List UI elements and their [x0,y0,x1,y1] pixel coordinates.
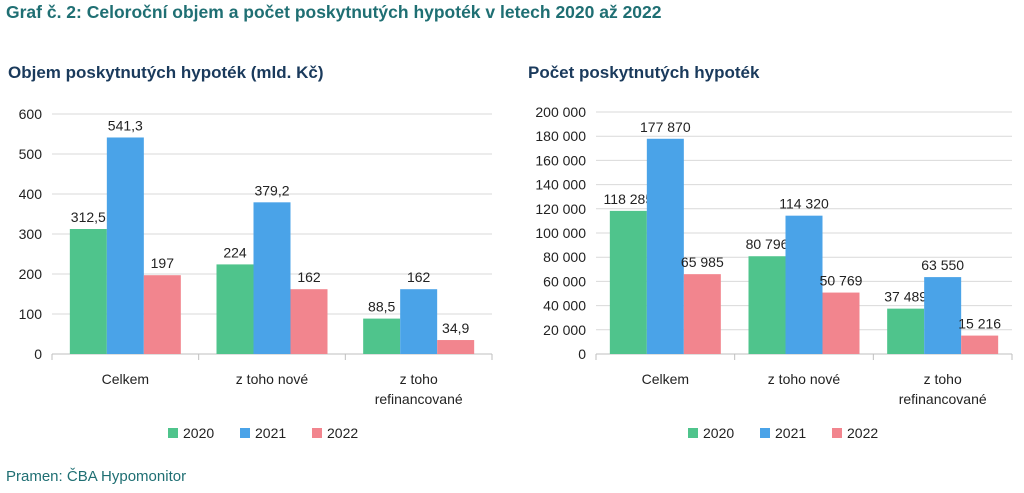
category-label: z toho nové [768,371,841,387]
data-label: 224 [223,244,247,260]
bar-2021 [106,137,144,354]
bar-2020 [363,318,401,354]
data-label: 80 796 [746,236,789,252]
data-label: 177 870 [640,119,691,135]
legend-swatch-2020 [688,428,698,438]
legend-swatch-2020 [168,428,178,438]
bar-2022 [437,340,475,354]
bar-2022 [143,275,181,354]
data-label: 379,2 [254,182,289,198]
y-tick-label: 40 000 [543,298,586,314]
bar-2022 [822,292,860,354]
bar-2020 [887,308,925,354]
bar-2021 [924,277,962,354]
data-label: 162 [407,269,431,285]
y-tick-label: 20 000 [543,322,586,338]
legend-swatch-2021 [240,428,250,438]
bar-2022 [290,289,328,354]
data-label: 312,5 [71,209,106,225]
y-tick-label: 200 [19,266,43,282]
category-label: z toho [924,371,962,387]
data-label: 118 285 [604,191,654,207]
data-label: 50 769 [820,273,863,289]
legend-label: 2022 [327,425,358,441]
data-label: 162 [297,269,321,285]
legend-swatch-2021 [760,428,770,438]
data-label: 63 550 [921,257,964,273]
category-label: Celkem [642,371,689,387]
chart-title: Počet poskytnutých hypoték [528,63,760,82]
legend-swatch-2022 [832,428,842,438]
bar-2020 [69,229,107,354]
data-label: 34,9 [442,320,469,336]
data-label: 15 216 [958,316,1001,332]
y-tick-label: 600 [19,106,43,122]
y-tick-label: 300 [19,226,43,242]
y-tick-label: 400 [19,186,43,202]
bar-2021 [400,289,438,354]
data-label: 197 [151,255,175,271]
y-tick-label: 0 [578,346,586,362]
y-tick-label: 80 000 [543,249,586,265]
category-label: refinancované [375,391,463,407]
legend-label: 2020 [703,425,734,441]
y-tick-label: 100 [19,306,43,322]
category-label: z toho [400,371,438,387]
data-label: 541,3 [108,117,143,133]
category-label: z toho nové [236,371,309,387]
data-label: 37 489 [884,289,927,305]
y-tick-label: 120 000 [535,201,586,217]
y-tick-label: 500 [19,146,43,162]
legend-swatch-2022 [312,428,322,438]
bar-2020 [748,256,786,354]
data-label: 88,5 [368,299,395,315]
source-note: Pramen: ČBA Hypomonitor [6,468,187,485]
y-tick-label: 160 000 [535,152,586,168]
bar-2021 [785,215,823,354]
bar-2021 [646,138,684,354]
legend-label: 2021 [255,425,286,441]
y-tick-label: 180 000 [535,128,586,144]
legend-label: 2020 [183,425,214,441]
legend-label: 2022 [847,425,878,441]
data-label: 65 985 [681,254,724,270]
legend-label: 2021 [775,425,806,441]
data-label: 114 320 [779,196,829,212]
y-tick-label: 60 000 [543,273,586,289]
y-tick-label: 0 [34,346,42,362]
bar-2022 [683,274,721,354]
category-label: refinancované [899,391,987,407]
category-label: Celkem [102,371,149,387]
figure-title: Graf č. 2: Celoroční objem a počet posky… [6,2,662,22]
bar-2020 [609,210,647,354]
y-tick-label: 140 000 [535,177,586,193]
chart-title: Objem poskytnutých hypoték (mld. Kč) [8,63,324,82]
bar-2022 [961,335,999,354]
bar-2021 [253,202,291,354]
y-tick-label: 100 000 [535,225,586,241]
bar-2020 [216,264,254,354]
y-tick-label: 200 000 [535,104,586,120]
